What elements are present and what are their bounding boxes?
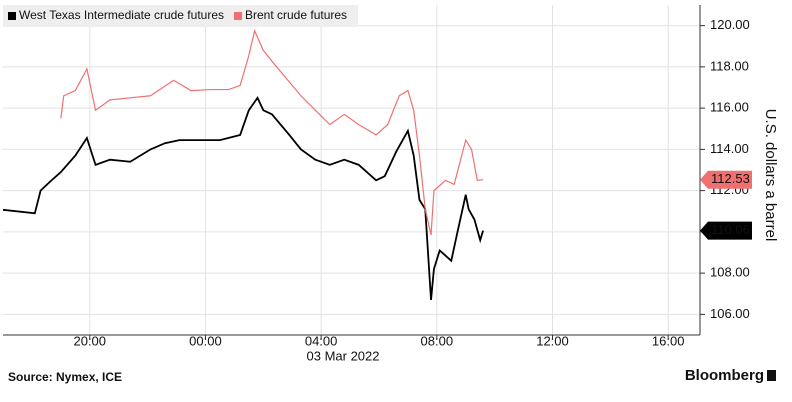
y-tick-label: 106.00 bbox=[710, 306, 750, 321]
brand-icon bbox=[767, 370, 776, 381]
x-tick-label: 00:00 bbox=[189, 333, 222, 348]
y-tick-label: 116.00 bbox=[710, 100, 749, 115]
series-line bbox=[2, 96, 484, 301]
x-tick-label: 20:00 bbox=[73, 333, 106, 348]
brand: Bloomberg bbox=[685, 367, 764, 384]
legend-box bbox=[3, 5, 358, 27]
legend-label: West Texas Intermediate crude futures bbox=[19, 8, 224, 22]
last-value-label: 112.53 bbox=[711, 171, 750, 186]
y-tick-label: 114.00 bbox=[710, 141, 749, 156]
x-tick-label: 12:00 bbox=[536, 333, 569, 348]
legend-label: Brent crude futures bbox=[245, 8, 347, 22]
y-tick-label: 118.00 bbox=[710, 58, 749, 73]
grid bbox=[3, 5, 700, 335]
y-axis-label: U.S. dollars a barrel bbox=[762, 109, 779, 242]
date-label: 03 Mar 2022 bbox=[307, 348, 380, 363]
legend-swatch bbox=[234, 12, 242, 20]
last-value-label: 110.06 bbox=[711, 222, 750, 237]
x-tick-label: 08:00 bbox=[421, 333, 454, 348]
y-tick-label: 120.00 bbox=[710, 17, 750, 32]
last-value-tag bbox=[700, 170, 752, 189]
x-tick-label: 04:00 bbox=[305, 333, 338, 348]
y-tick-label: 108.00 bbox=[710, 265, 750, 280]
legend-swatch bbox=[8, 12, 16, 20]
x-tick-label: 16:00 bbox=[652, 333, 685, 348]
source-note: Source: Nymex, ICE bbox=[8, 370, 122, 384]
series-line bbox=[60, 28, 484, 236]
last-value-tag bbox=[700, 221, 752, 240]
